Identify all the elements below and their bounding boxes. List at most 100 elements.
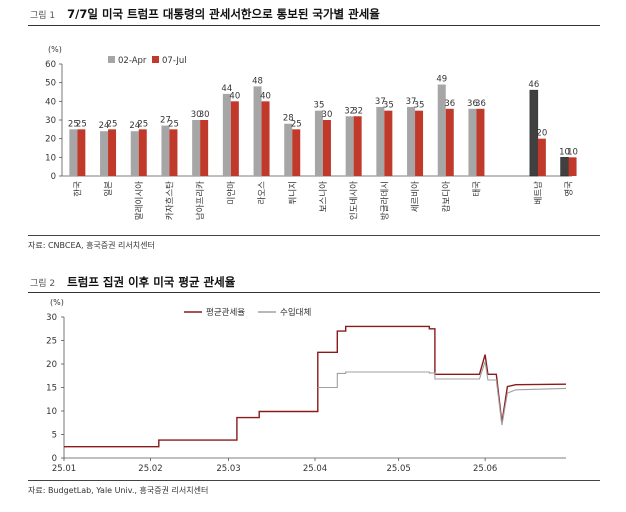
data-label-02-apr: 24 [99, 121, 110, 131]
legend-label-1: 수입대체 [280, 307, 311, 318]
y-tick-label: 20 [45, 135, 56, 145]
bar-02-apr [560, 157, 569, 177]
figure1-bottom-rule [28, 235, 600, 236]
bar-07-jul [322, 120, 331, 176]
bar-07-jul [353, 116, 362, 176]
line-import-substitution [317, 361, 567, 426]
average-tariff-line-chart: (%) 0 5 10 15 20 25 30 25.01 25.02 25.03 25.04 25.05… [46, 298, 567, 474]
bar-02-apr [314, 110, 323, 176]
x-tick-label: 25.02 [138, 464, 162, 474]
data-label-02-apr: 10 [559, 147, 570, 157]
category-label: 한국 [73, 181, 83, 197]
data-label-02-apr: 25 [68, 119, 79, 129]
x-tick-label: 25.01 [52, 464, 76, 474]
data-label-02-apr: 46 [528, 80, 539, 90]
data-label-07-jul: 10 [567, 147, 578, 157]
figure1-source: 자료: CNBCEA, 흥국증권 리서치센터 [28, 241, 155, 250]
bar-07-jul [77, 129, 86, 176]
category-label: 방글라데시 [379, 181, 390, 220]
bar-02-apr [345, 116, 354, 176]
legend-swatch-02-apr [108, 56, 115, 63]
data-label-02-apr: 49 [436, 75, 447, 85]
y-tick-label: 30 [46, 313, 57, 323]
y-tick-label: 20 [46, 360, 57, 370]
bar-07-jul [292, 129, 301, 176]
data-label-02-apr: 32 [344, 106, 355, 116]
category-label: 말레이시아 [134, 181, 145, 220]
bar-02-apr [161, 125, 170, 176]
bar-02-apr [130, 131, 139, 176]
category-label: 남아프리카 [195, 181, 206, 220]
figure2-top-rule [28, 292, 600, 293]
data-label-07-jul: 25 [168, 119, 179, 129]
y-tick-label: 15 [46, 384, 57, 394]
data-label-07-jul: 40 [260, 91, 271, 101]
bar-02-apr [222, 93, 231, 176]
x-tick-label: 25.05 [386, 464, 410, 474]
category-label: 인도네시아 [349, 181, 360, 220]
y-tick-label: 10 [46, 407, 57, 417]
y-axis-unit: (%) [50, 298, 64, 307]
legend-swatch-07-jul [152, 56, 159, 63]
bar-07-jul [200, 120, 209, 176]
figure2-source: 자료: BudgetLab, Yale Univ., 흥국증권 리서치센터 [28, 486, 209, 495]
x-tick-label: 25.04 [303, 464, 327, 474]
y-tick-label: 30 [45, 116, 56, 126]
bar-02-apr [284, 123, 293, 176]
data-label-07-jul: 36 [444, 99, 455, 109]
bar-02-apr [529, 89, 539, 177]
data-label-02-apr: 24 [129, 121, 140, 131]
data-label-07-jul: 40 [229, 91, 240, 101]
data-label-07-jul: 25 [291, 119, 302, 129]
bar-02-apr [468, 108, 477, 176]
bar-02-apr [407, 106, 416, 176]
bar-07-jul [108, 129, 117, 176]
category-label: 캄보디아 [441, 181, 452, 212]
data-label-02-apr: 37 [406, 97, 417, 107]
y-tick-label: 50 [45, 79, 56, 89]
bar-07-jul [169, 129, 178, 176]
bar-02-apr [437, 84, 446, 176]
data-label-02-apr: 48 [252, 76, 263, 86]
bar-02-apr [69, 129, 78, 176]
category-label: 태국 [472, 181, 482, 197]
y-tick-label: 40 [45, 97, 56, 107]
data-label-02-apr: 35 [314, 101, 325, 111]
y-tick-label: 25 [46, 337, 57, 347]
bar-07-jul [138, 129, 147, 176]
y-tick-label: 60 [45, 60, 56, 70]
data-label-02-apr: 27 [160, 116, 171, 126]
data-label-02-apr: 36 [467, 99, 478, 109]
bar-02-apr [192, 120, 201, 176]
line-average-tariff [64, 325, 567, 448]
tariff-by-country-bar-chart: (%)01020304050602525한국2425일본2425말레이시아272… [45, 45, 578, 220]
data-label-02-apr: 30 [191, 110, 202, 120]
bar-07-jul [445, 108, 454, 176]
bar-07-jul [415, 110, 424, 176]
category-label: 영국 [564, 181, 575, 197]
x-tick-label: 25.03 [216, 464, 240, 474]
data-label-07-jul: 32 [352, 106, 363, 116]
y-tick-label: 0 [52, 454, 57, 464]
data-label-07-jul: 25 [137, 119, 148, 129]
figure2-title: 트럼프 집권 이후 미국 평균 관세율 [67, 275, 236, 289]
figure1-top-rule [28, 25, 600, 26]
category-label: 튀니지 [287, 181, 298, 204]
legend-label-02-apr: 02-Apr [118, 56, 147, 66]
category-label: 미얀마 [226, 181, 237, 205]
data-label-07-jul: 35 [383, 101, 394, 111]
figure2-number: 그림 2 [30, 279, 56, 289]
data-label-07-jul: 36 [475, 99, 486, 109]
data-label-07-jul: 35 [414, 101, 425, 111]
data-label-07-jul: 20 [536, 129, 547, 139]
category-label: 카자흐스탄 [164, 181, 175, 220]
bar-02-apr [100, 131, 109, 176]
y-tick-label: 0 [51, 172, 56, 182]
bar-07-jul [261, 101, 270, 176]
data-label-07-jul: 30 [322, 110, 333, 120]
bar-02-apr [253, 86, 262, 176]
figure2-header: 그림 2 트럼프 집권 이후 미국 평균 관세율 [30, 274, 235, 290]
data-label-02-apr: 44 [221, 84, 232, 94]
y-axis-unit: (%) [48, 45, 62, 54]
figure1-number: 그림 1 [30, 11, 56, 21]
